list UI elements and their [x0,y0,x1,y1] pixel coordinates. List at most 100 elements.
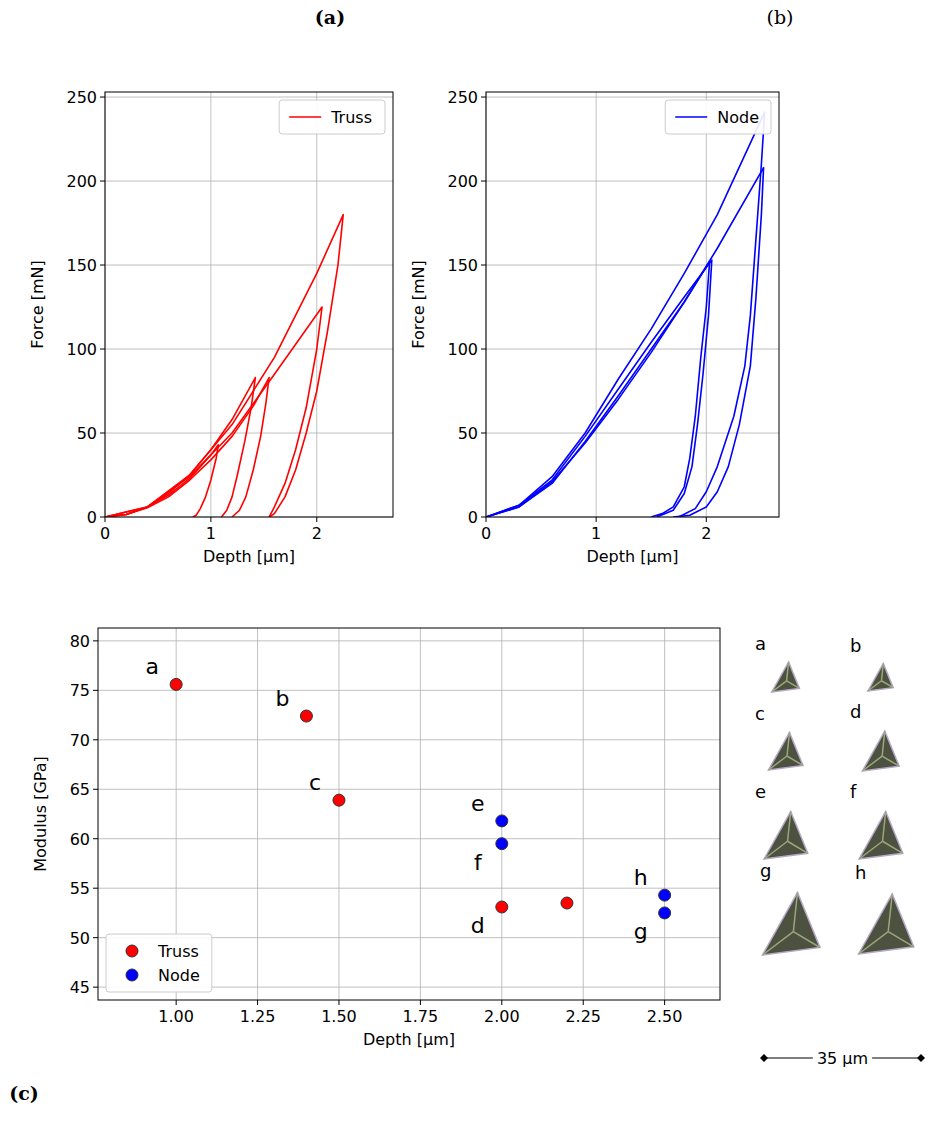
grid-line [105,349,393,350]
tick-label: 1.25 [240,1007,276,1026]
indent [764,812,808,860]
point-label: h [634,865,648,890]
legend-label: Truss [157,942,199,961]
indent-edge [881,681,893,688]
point [496,815,508,827]
tick [583,1000,584,1005]
image-label: h [855,862,866,883]
tick-label: 1 [591,524,601,543]
legend-box [106,934,212,992]
tick [501,1000,502,1005]
tick [486,517,487,522]
curve [486,112,765,517]
tick [176,1000,177,1005]
tick-label: 250 [447,88,478,107]
indent [763,893,821,956]
tick [100,265,105,266]
grid-line [98,739,720,740]
tick-label: 100 [447,340,478,359]
tick [257,1000,258,1005]
tick-label: 1 [206,524,216,543]
grid-line [98,888,720,889]
tick-label: 75 [70,681,90,700]
tick-label: 50 [77,424,97,443]
tick-label: 150 [66,256,97,275]
curve [486,168,764,517]
indent-images: abcdefgh35 µm [755,633,925,1068]
curve [105,378,269,517]
panel-label: (b) [767,6,794,28]
indent-edge [788,812,791,842]
tick [93,937,98,938]
point [333,794,345,806]
image-label: b [850,635,861,656]
tick [210,517,211,522]
grid-line [98,838,720,839]
tick-label: 0 [87,508,97,527]
indent [772,662,800,692]
indent-edge [772,681,787,692]
tick [481,433,486,434]
curve [105,215,343,517]
curve [105,378,255,517]
curve [486,260,712,517]
legend-label: Node [158,966,200,985]
image-label: f [850,781,857,802]
tick-label: 0 [468,508,478,527]
tick [481,181,486,182]
grid-line [583,628,584,1000]
indent-edge [883,841,903,853]
scale-bar-label-bg [813,1049,872,1068]
point [170,678,182,690]
indent [862,731,899,771]
indent-edge [788,841,808,853]
tick [100,517,105,518]
panel-label: (a) [315,6,345,28]
tick [596,517,597,522]
tick [93,640,98,641]
legend-swatch [675,116,707,118]
indent [868,664,893,692]
tick-label: 80 [70,632,90,651]
tick [93,987,98,988]
tick [100,181,105,182]
tick [481,265,486,266]
grid-line [105,181,393,182]
indent-edge [883,812,886,842]
frame [105,92,393,517]
point [561,897,573,909]
point-label: a [145,654,158,679]
image-label: c [755,703,765,724]
data-group [486,112,765,517]
tick [100,349,105,350]
indent-edge [793,932,820,948]
point [659,907,671,919]
tick [316,517,317,522]
grid-line [98,640,720,641]
image-label: e [755,781,766,802]
legend: Truss Node [106,934,212,992]
panel-label: (c) [9,1082,39,1104]
scale-bar-end [760,1054,768,1062]
data-group [105,215,343,517]
curve [486,262,710,517]
data-group [170,678,670,919]
grid-line [486,265,779,266]
indent-edge [859,841,882,859]
indent-edge [868,681,882,691]
tick-label: 1.00 [158,1007,194,1026]
axis-title: Depth [µm] [363,1030,455,1049]
scale-bar-end [917,1054,925,1062]
indent-edge [888,894,892,932]
legend-swatch [126,969,138,981]
tick-label: 150 [447,256,478,275]
indent-edge [859,932,889,954]
grid-line [257,628,258,1000]
indent-edge [769,756,788,770]
legend-swatch [289,116,321,118]
panel: abcdefhg1.001.251.501.752.002.252.504550… [9,628,720,1104]
point [659,889,671,901]
point-label: c [309,770,321,795]
indent-edge [787,662,789,681]
tick-label: 200 [66,172,97,191]
